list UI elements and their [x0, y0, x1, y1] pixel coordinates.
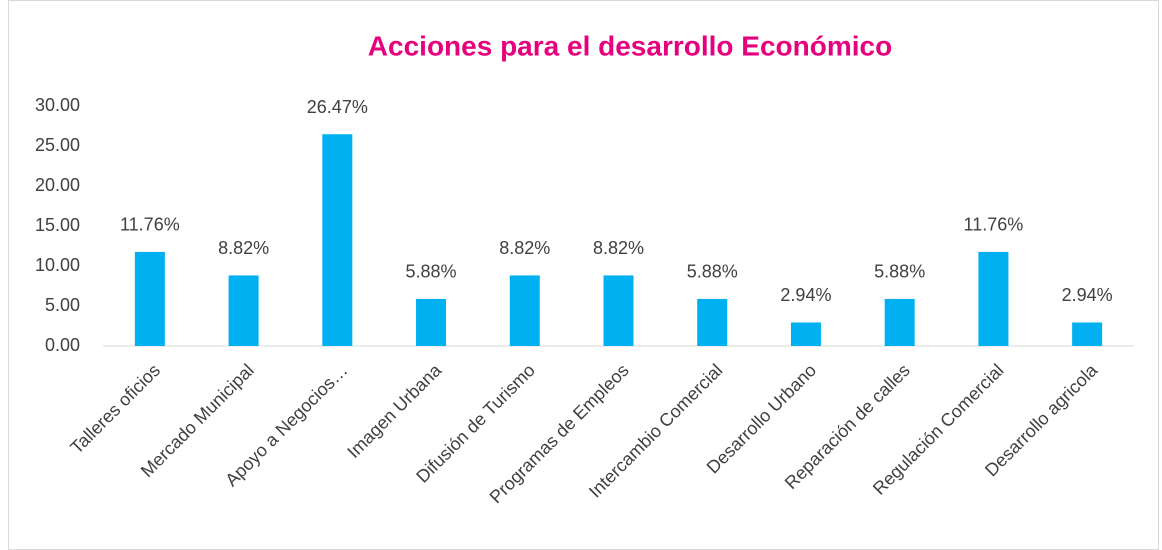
y-tick-label: 0.00 — [45, 335, 80, 355]
bar — [884, 298, 915, 346]
y-tick-label: 20.00 — [35, 175, 80, 195]
data-label: 5.88% — [874, 262, 925, 282]
bar — [603, 275, 634, 346]
chart-title: Acciones para el desarrollo Económico — [368, 30, 892, 61]
y-tick-label: 5.00 — [45, 295, 80, 315]
bar — [322, 134, 353, 346]
bar — [978, 251, 1009, 346]
data-label: 2.94% — [780, 285, 831, 305]
data-label: 8.82% — [218, 238, 269, 258]
data-label: 5.88% — [687, 262, 738, 282]
y-tick-label: 30.00 — [35, 95, 80, 115]
data-label: 11.76% — [120, 215, 180, 235]
data-label: 11.76% — [964, 215, 1024, 235]
y-tick-label: 10.00 — [35, 255, 80, 275]
data-label: 8.82% — [499, 238, 550, 258]
chart-frame — [8, 0, 1159, 550]
bar — [790, 322, 821, 346]
bar — [228, 275, 259, 346]
data-label: 8.82% — [593, 238, 644, 258]
data-label: 5.88% — [406, 262, 457, 282]
bar — [697, 298, 728, 346]
bar — [509, 275, 540, 346]
y-tick-label: 15.00 — [35, 215, 80, 235]
bar — [1072, 322, 1103, 346]
y-tick-label: 25.00 — [35, 135, 80, 155]
data-label: 26.47% — [307, 97, 368, 117]
bar — [416, 298, 447, 346]
data-label: 2.94% — [1062, 285, 1113, 305]
bar — [134, 251, 165, 346]
